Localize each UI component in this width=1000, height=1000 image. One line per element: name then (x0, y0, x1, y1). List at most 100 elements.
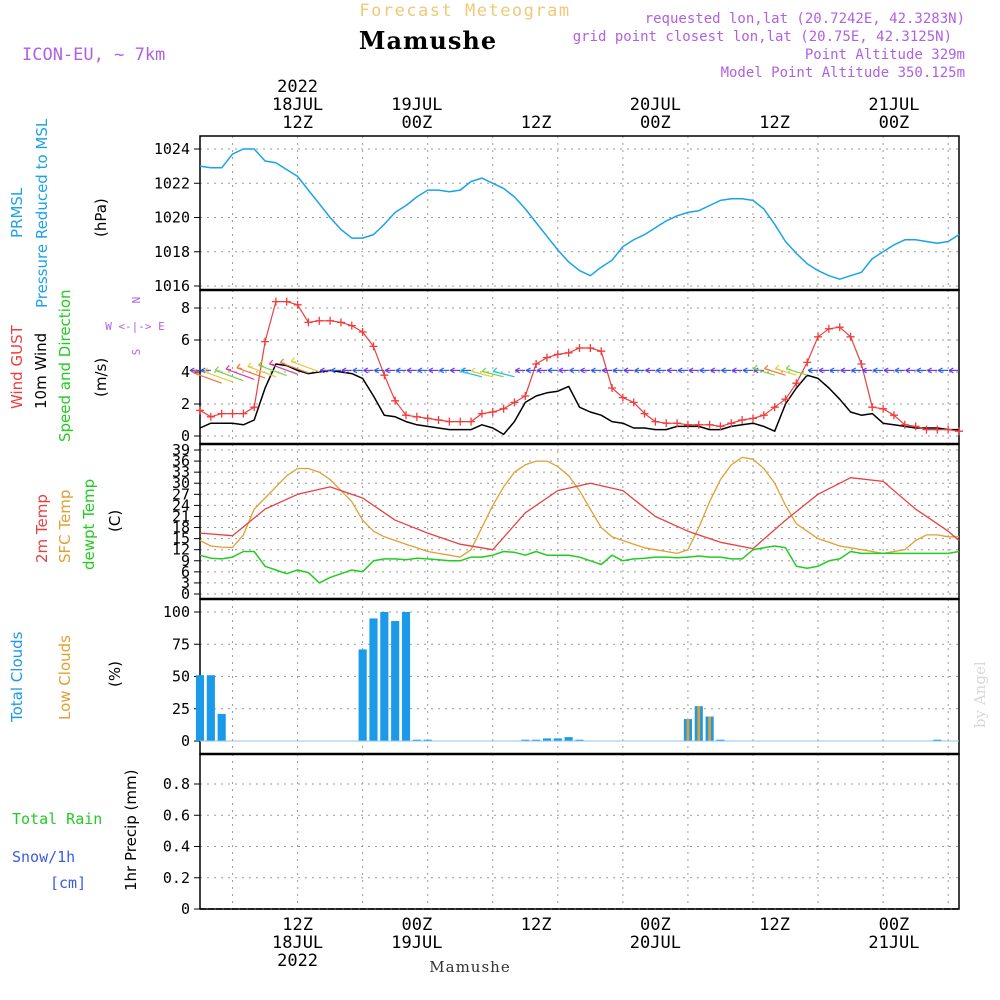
wind-arrowhead (645, 367, 651, 374)
wind-arrowhead (406, 367, 412, 374)
wind-arrowhead (840, 367, 846, 374)
gust-marker (705, 420, 714, 429)
wind-arrowhead (699, 367, 705, 374)
total-cloud-bar (391, 621, 400, 741)
gust-marker (402, 411, 411, 420)
gust-marker (727, 419, 736, 428)
top-axis-label: 00Z (401, 113, 432, 133)
total-cloud-bar (195, 675, 205, 741)
gust-marker (456, 417, 465, 426)
wind-compass: N W <-|-> E S (105, 297, 165, 356)
gust-marker (618, 393, 627, 402)
gust-marker (532, 360, 541, 368)
wind-unit-label: (m/s) (92, 358, 110, 397)
y-tick-label: 33 (172, 463, 190, 481)
gust-marker (673, 419, 682, 428)
gust-marker (575, 344, 584, 352)
wind-arrowhead (721, 367, 726, 374)
gust-marker (467, 417, 476, 426)
gust-marker (282, 297, 291, 306)
low-cloud-bar (697, 706, 701, 741)
y-tick-label: 0 (181, 427, 190, 445)
wind-arrowhead (460, 367, 466, 374)
y-tick-label: 50 (172, 668, 190, 686)
y-tick-label: 25 (172, 700, 190, 718)
total-cloud-bar (358, 649, 367, 741)
total-cloud-bar (206, 675, 215, 741)
wind-arrowhead (807, 367, 813, 374)
total-cloud-bar (575, 739, 584, 741)
clouds-low-label: Low Clouds (56, 635, 74, 720)
wind-arrowhead (395, 367, 401, 374)
y-tick-label: 0.6 (163, 806, 190, 824)
gust-marker (261, 337, 270, 346)
wind-arrowhead (363, 367, 369, 374)
wind-arrow (193, 372, 222, 384)
location-title: Mamushe (359, 26, 497, 55)
y-tick-label: 0 (181, 900, 190, 918)
clouds-unit-label: (%) (106, 661, 124, 687)
gust-marker (846, 332, 855, 341)
total-cloud-bar (401, 612, 411, 741)
gust-marker (488, 408, 497, 416)
sfc-temp-line (199, 456, 959, 558)
gust-marker (835, 323, 844, 332)
wind-arrowhead (590, 367, 596, 374)
wind-arrowhead (623, 367, 629, 374)
top-axis-label: 21JUL (868, 95, 919, 115)
gust-marker (889, 411, 898, 420)
y-tick-label: 21 (172, 507, 190, 525)
panel-clouds: 0 25 50 75 100 (163, 598, 960, 755)
gust-marker (597, 347, 606, 356)
info-line-model-alt: Model Point Altitude 350.125m (721, 65, 965, 81)
gust-marker (792, 379, 801, 388)
precip-snow-label: Snow/1h (12, 848, 75, 866)
precip-ylabel: 1hr Precip (mm) (122, 770, 140, 891)
top-axis-label: 19JUL (391, 95, 442, 115)
y-tick-label: 39 (172, 441, 190, 459)
wind-arrowhead (514, 367, 520, 374)
total-cloud-bar (380, 612, 389, 741)
gust-marker (358, 328, 367, 336)
bottom-axis-label: 21JUL (868, 933, 919, 953)
wind-arrow (258, 364, 287, 377)
gust-marker (955, 427, 963, 436)
wind-arrowhead (666, 367, 672, 374)
wind-arrowhead (536, 367, 542, 374)
gust-marker (868, 403, 877, 412)
gust-marker (542, 353, 551, 362)
wind-arrowhead (258, 361, 264, 367)
wind-arrowhead (569, 367, 575, 374)
wind-arrowhead (688, 367, 694, 374)
y-tick-label: 3 (181, 574, 190, 592)
total-cloud-bar (412, 739, 421, 741)
gust-marker (445, 417, 454, 426)
gust-marker (380, 371, 389, 380)
wind-arrowhead (851, 367, 857, 374)
wind-arrowhead (905, 367, 911, 374)
gust-marker (814, 332, 823, 341)
gust-marker (206, 412, 215, 421)
gust-marker (879, 404, 888, 413)
total-cloud-bar (553, 738, 562, 741)
total-cloud-bar (423, 739, 432, 741)
gust-marker (608, 384, 617, 392)
top-axis-label: 00Z (879, 113, 910, 133)
gust-marker (900, 420, 909, 429)
bottom-axis-label: 12Z (759, 915, 790, 935)
pressure-name-label: PRMSL (8, 187, 26, 238)
wind-arrowhead (214, 366, 221, 372)
total-cloud-bar (716, 739, 725, 741)
compass-we: W <-|-> E (105, 320, 165, 333)
gust-marker (304, 318, 313, 327)
wind-arrowhead (753, 364, 759, 371)
wind-arrowhead (341, 367, 347, 374)
total-cloud-bar (542, 738, 552, 741)
gust-marker (293, 300, 302, 309)
wind-arrowhead (247, 362, 253, 368)
panel-frame (199, 443, 960, 600)
wind-arrowhead (927, 367, 932, 374)
y-tick-label: 1016 (154, 277, 190, 295)
bottom-axis-label: 00Z (879, 915, 910, 935)
